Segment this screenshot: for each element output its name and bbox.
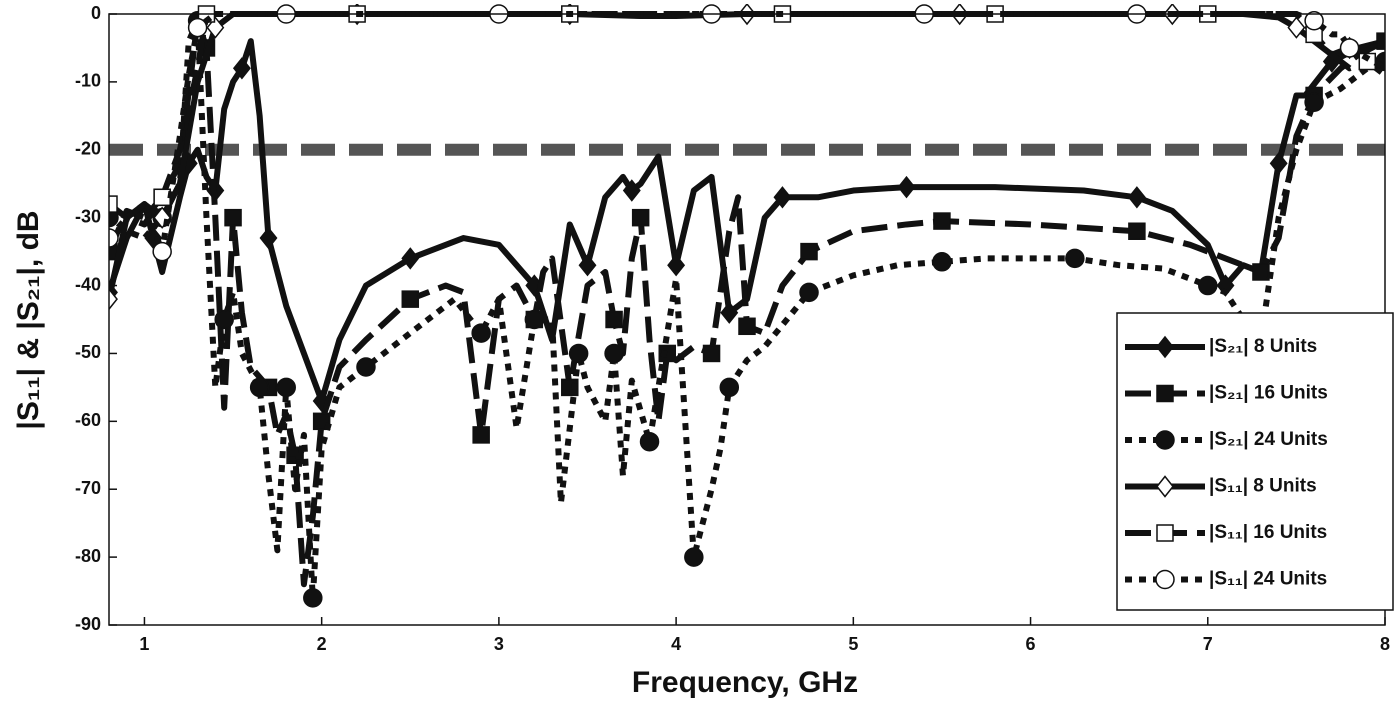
series-line bbox=[109, 11, 1385, 300]
legend-box bbox=[1116, 312, 1394, 611]
series-line bbox=[109, 11, 1385, 228]
y-tick-label: -20 bbox=[75, 139, 101, 159]
x-tick-label: 6 bbox=[1026, 634, 1036, 654]
series-line bbox=[109, 11, 1385, 255]
marker bbox=[932, 252, 952, 272]
marker bbox=[276, 377, 296, 398]
legend-label: |S₂₁| 24 Units bbox=[1209, 429, 1328, 450]
series-line bbox=[109, 17, 1385, 588]
marker bbox=[897, 175, 916, 199]
marker bbox=[356, 357, 376, 377]
marker bbox=[152, 241, 172, 262]
marker bbox=[720, 301, 739, 324]
y-tick-label: -90 bbox=[75, 614, 101, 634]
marker bbox=[187, 17, 208, 38]
marker bbox=[1156, 524, 1174, 542]
marker bbox=[702, 344, 721, 363]
marker bbox=[1252, 263, 1270, 281]
marker bbox=[109, 228, 119, 248]
marker bbox=[1198, 275, 1218, 296]
legend-label: |S₁₁| 8 Units bbox=[1209, 476, 1317, 497]
marker bbox=[109, 195, 118, 213]
marker bbox=[472, 426, 490, 444]
x-tick-label: 5 bbox=[848, 634, 858, 654]
plot-area bbox=[109, 4, 1385, 608]
marker bbox=[249, 377, 270, 398]
marker bbox=[1269, 152, 1288, 175]
y-tick-label: -50 bbox=[75, 342, 101, 362]
x-tick-label: 3 bbox=[494, 634, 504, 654]
marker bbox=[622, 179, 641, 202]
marker bbox=[1127, 186, 1146, 209]
marker bbox=[1156, 335, 1174, 359]
y-tick-label: 0 bbox=[91, 3, 101, 23]
x-tick-label: 7 bbox=[1203, 634, 1213, 654]
x-tick-label: 1 bbox=[139, 634, 149, 654]
marker bbox=[578, 253, 597, 277]
x-tick-label: 8 bbox=[1380, 634, 1390, 654]
marker bbox=[401, 247, 420, 270]
y-tick-label: -40 bbox=[75, 274, 101, 294]
y-axis-label: |S₁₁| & |S₂₁|, dB bbox=[12, 210, 45, 429]
marker bbox=[224, 208, 242, 227]
marker bbox=[684, 547, 704, 567]
x-axis-label: Frequency, GHz bbox=[632, 666, 858, 699]
marker bbox=[738, 317, 756, 336]
marker bbox=[719, 377, 740, 398]
marker bbox=[109, 207, 119, 228]
x-tick-label: 2 bbox=[317, 634, 327, 654]
marker bbox=[524, 309, 545, 330]
y-tick-label: -80 bbox=[75, 546, 101, 566]
marker bbox=[214, 309, 234, 330]
marker bbox=[1287, 16, 1306, 39]
marker bbox=[933, 212, 951, 230]
y-tick-label: -60 bbox=[75, 410, 101, 430]
series-line bbox=[109, 38, 1385, 404]
marker bbox=[109, 287, 118, 311]
marker bbox=[631, 208, 650, 227]
marker bbox=[1155, 569, 1175, 590]
y-tick-label: -70 bbox=[75, 478, 101, 498]
legend-label: |S₂₁| 16 Units bbox=[1209, 383, 1328, 404]
marker bbox=[1339, 38, 1360, 58]
marker bbox=[604, 343, 624, 364]
y-tick-label: -10 bbox=[75, 71, 101, 91]
marker bbox=[658, 344, 676, 363]
marker bbox=[1156, 384, 1174, 403]
marker bbox=[1155, 430, 1175, 450]
marker bbox=[1304, 92, 1324, 113]
marker bbox=[232, 57, 251, 80]
y-tick-label: -30 bbox=[75, 206, 101, 226]
marker bbox=[799, 282, 819, 303]
marker bbox=[303, 588, 323, 608]
legend-label: |S₂₁| 8 Units bbox=[1209, 336, 1317, 357]
marker bbox=[1304, 11, 1324, 31]
marker bbox=[667, 253, 686, 277]
marker bbox=[1128, 222, 1146, 240]
legend-label: |S₁₁| 24 Units bbox=[1209, 569, 1327, 590]
marker bbox=[401, 290, 420, 308]
marker bbox=[1376, 32, 1385, 50]
x-tick-label: 4 bbox=[671, 634, 681, 654]
marker bbox=[800, 242, 818, 261]
marker bbox=[605, 310, 623, 329]
marker bbox=[471, 323, 491, 343]
legend-label: |S₁₁| 16 Units bbox=[1209, 522, 1327, 543]
marker bbox=[773, 186, 792, 209]
marker bbox=[1156, 475, 1174, 498]
series-line bbox=[109, 17, 1385, 601]
marker bbox=[639, 431, 660, 452]
marker bbox=[568, 343, 589, 364]
marker bbox=[1065, 248, 1085, 269]
marker bbox=[259, 226, 278, 250]
